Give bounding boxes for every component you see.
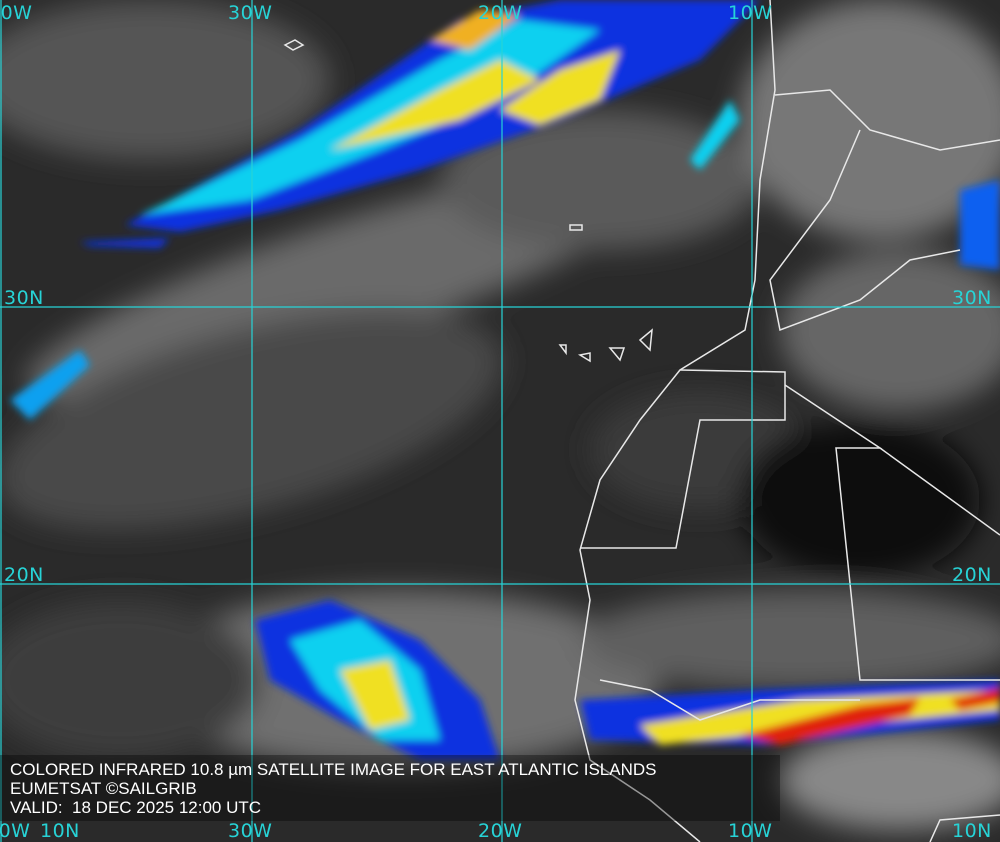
top-lon-label: 20W [478,2,523,24]
convection-south [255,600,1000,760]
caption-credit: EUMETSAT ©SAILGRIB [10,779,197,798]
caption-backdrop [0,755,780,821]
right-lat-label: 20N [952,564,992,586]
bottom-lon-label: 30W [228,820,273,842]
left-lat-label: 10N [40,820,80,842]
coastlines-borders [283,0,1000,842]
caption-title: COLORED INFRARED 10.8 µm SATELLITE IMAGE… [10,760,657,779]
top-lon-label: 30W [228,2,273,24]
left-lat-label: 30N [4,287,44,309]
top-lon-label: 40W [0,2,33,24]
top-lon-label: 10W [728,2,773,24]
bottom-lon-label: 40W [0,820,31,842]
caption-valid-time: VALID: 18 DEC 2025 12:00 UTC [10,798,262,817]
cold-cloud-band-north [10,0,1000,420]
bottom-lon-label: 10W [728,820,773,842]
right-lat-label: 30N [952,287,992,309]
left-lat-label: 20N [4,564,44,586]
right-lat-label: 10N [952,820,992,842]
image-caption: COLORED INFRARED 10.8 µm SATELLITE IMAGE… [10,760,657,817]
bottom-lon-label: 20W [478,820,523,842]
